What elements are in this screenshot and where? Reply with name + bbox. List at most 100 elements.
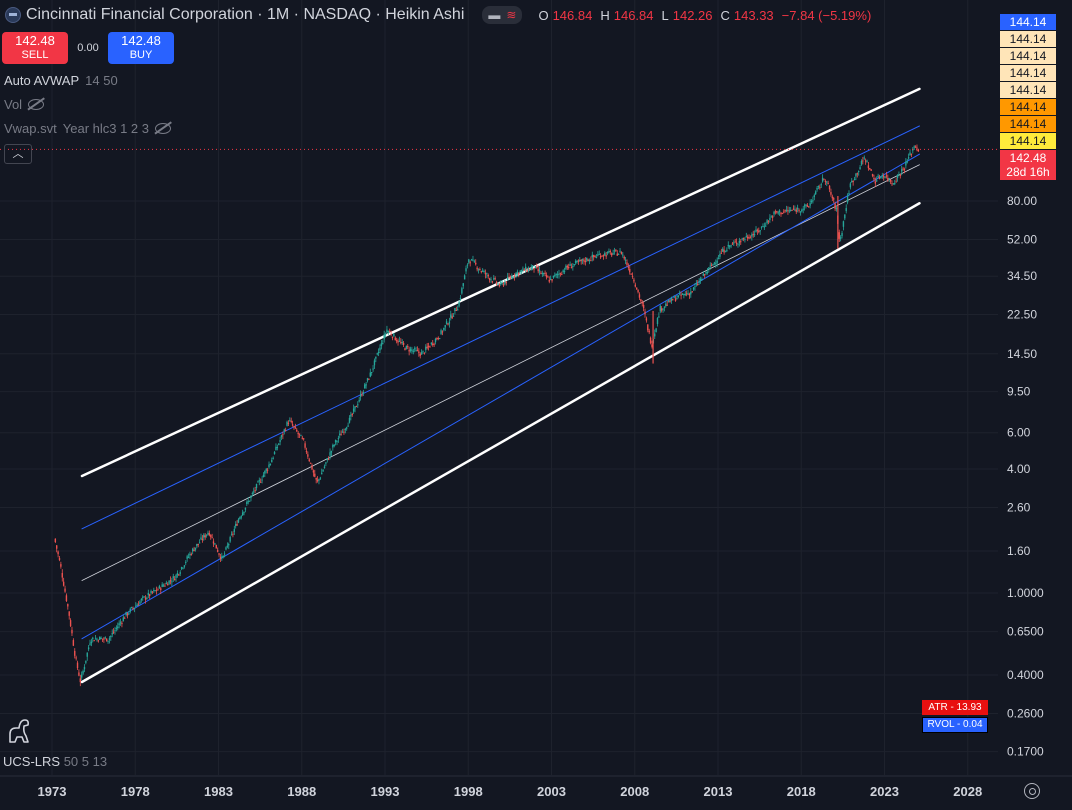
candle-body	[859, 167, 861, 170]
candle-body	[527, 268, 530, 271]
candle-body	[845, 208, 847, 212]
candle-body	[383, 334, 385, 340]
candle-body	[82, 670, 84, 674]
candle-body	[372, 368, 374, 370]
symbol-logo-icon	[5, 7, 21, 23]
candle-body	[620, 252, 623, 255]
candle-body	[640, 299, 642, 302]
candle-body	[200, 537, 202, 540]
symbol-title[interactable]: Cincinnati Financial Corporation · 1M · …	[26, 6, 465, 23]
x-tick-label: 2018	[787, 784, 816, 799]
candle-body	[168, 580, 170, 584]
candle-body	[810, 200, 813, 202]
candle-body	[452, 315, 455, 317]
settings-gear-icon[interactable]	[1024, 783, 1040, 799]
candle-body	[462, 283, 464, 287]
indicator-avwap[interactable]: Auto AVWAP 14 50	[4, 73, 118, 88]
indicator-vwap[interactable]: Vwap.svt Year hlc3 1 2 3	[4, 121, 172, 136]
candle-body	[121, 622, 123, 624]
candle-body	[289, 420, 291, 422]
candle-body	[164, 585, 166, 587]
candle-body	[726, 249, 728, 251]
candle-body	[463, 275, 466, 280]
candle-body	[291, 424, 294, 426]
candle-body	[677, 295, 680, 298]
candle-body	[651, 344, 653, 347]
candle-body	[755, 229, 757, 232]
close-label: C	[720, 7, 730, 23]
candle-body	[326, 458, 328, 461]
candle-body	[771, 216, 774, 218]
indicator-ucs-lrs[interactable]: UCS-LRS 50 5 13	[3, 754, 107, 769]
x-tick-label: 1998	[454, 784, 483, 799]
candle-body	[316, 479, 319, 482]
candle-body	[888, 178, 890, 180]
candle-body	[233, 529, 236, 532]
candle-body	[511, 276, 513, 279]
candle-body	[457, 309, 459, 311]
candle-body	[302, 438, 305, 440]
candle-body	[144, 597, 147, 600]
eye-hidden-icon[interactable]	[155, 123, 172, 134]
candle-body	[756, 230, 759, 232]
price-badge: 144.14	[1000, 31, 1056, 47]
chart-mode-toggle[interactable]: ▬ ≋	[482, 6, 523, 24]
candle-body	[57, 551, 59, 555]
candle-body	[658, 316, 660, 318]
candle-body	[710, 264, 713, 266]
candle-body	[54, 538, 57, 543]
candle-body	[71, 629, 73, 634]
candle-body	[884, 177, 886, 179]
y-tick-label: 9.50	[1007, 385, 1031, 399]
candle-body	[148, 594, 151, 597]
candle-body	[377, 351, 380, 354]
candle-body	[630, 273, 632, 275]
candle-body	[615, 249, 617, 251]
chart-header: Cincinnati Financial Corporation · 1M · …	[0, 0, 1000, 30]
candle-body	[104, 637, 106, 639]
candle-body	[58, 558, 61, 561]
candle-body	[579, 259, 581, 261]
candle-body	[728, 245, 731, 247]
candle-body	[844, 214, 846, 219]
candle-body	[469, 262, 471, 264]
candle-body	[169, 580, 172, 582]
open-value: 146.84	[552, 7, 593, 23]
last-price-value: 142.48	[1009, 151, 1047, 165]
indicator-vol[interactable]: Vol	[4, 97, 45, 112]
candle-body	[841, 233, 843, 237]
candle-body	[491, 281, 494, 283]
candle-body	[158, 585, 161, 589]
candle-body	[914, 146, 917, 148]
candle-body	[602, 255, 605, 257]
candle-body	[483, 270, 485, 272]
candle-body	[802, 208, 804, 210]
sell-button[interactable]: 142.48 SELL	[2, 32, 68, 64]
candle-body	[153, 589, 155, 591]
candle-body	[543, 273, 545, 275]
y-tick-label: 14.50	[1007, 347, 1037, 361]
time-axis-panel	[0, 775, 1072, 810]
candle-body	[294, 427, 297, 429]
candle-body	[438, 338, 441, 340]
candle-body	[617, 253, 620, 255]
candle-body	[325, 462, 327, 464]
candle-body	[151, 591, 154, 593]
candle-body	[611, 253, 613, 256]
candle-body	[588, 260, 591, 262]
candle-body	[659, 305, 661, 312]
candle-body	[592, 255, 595, 257]
candle-body	[150, 590, 152, 594]
candle-body	[359, 394, 362, 397]
candle-body	[384, 333, 387, 335]
eye-hidden-icon[interactable]	[28, 99, 45, 110]
candle-body	[275, 446, 277, 451]
candle-body	[132, 608, 134, 610]
collapse-legend-button[interactable]: ︿	[4, 144, 32, 164]
candle-body	[92, 637, 94, 639]
buy-button[interactable]: 142.48 BUY	[108, 32, 174, 64]
price-badge: 144.14	[1000, 133, 1056, 149]
candle-body	[129, 608, 131, 612]
candle-body	[415, 349, 417, 351]
